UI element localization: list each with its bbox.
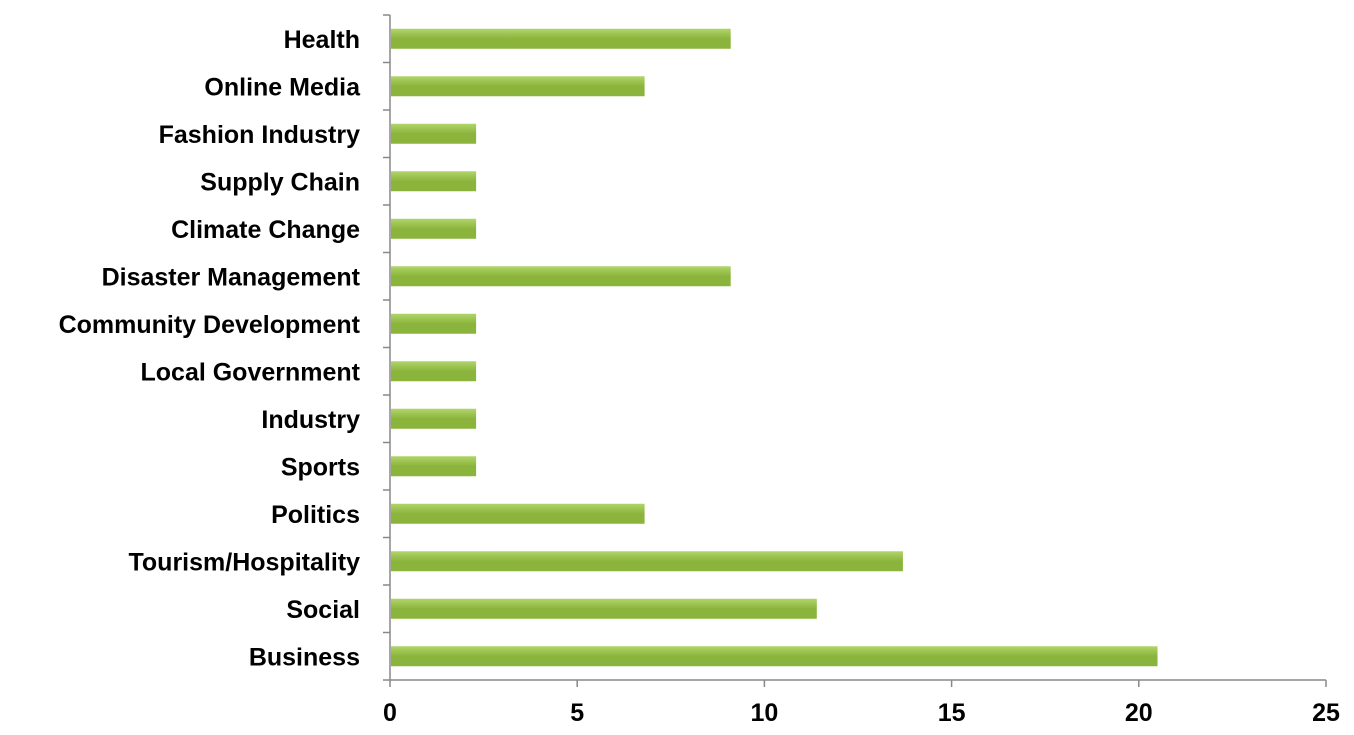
category-label: Disaster Management [102,263,361,291]
category-labels: Health Online Media Fashion Industry Supply… [59,26,362,672]
bars-group [391,28,1158,667]
bar [391,551,903,572]
x-tick-label: 0 [383,699,397,727]
category-label: Supply Chain [200,168,360,196]
bar [391,408,477,429]
bar [391,503,645,524]
category-label: Climate Change [171,216,360,244]
bar [391,171,477,192]
bar [391,266,731,287]
bar [391,28,731,49]
tick-labels: 0 5 10 15 20 25 [383,699,1340,727]
bar [391,123,477,144]
x-tick-label: 25 [1312,699,1340,727]
bar [391,361,477,382]
category-label: Industry [261,406,360,434]
x-tick-label: 20 [1125,699,1153,727]
bar [391,218,477,239]
bar [391,313,477,334]
bar [391,646,1158,667]
x-tick-label: 10 [750,699,778,727]
category-label: Fashion Industry [159,121,361,149]
category-label: Politics [271,501,360,529]
bar [391,456,477,477]
category-label: Local Government [141,358,361,386]
category-label: Community Development [59,311,361,339]
category-label: Online Media [204,73,361,101]
bar [391,598,817,619]
category-label: Business [249,643,360,671]
x-tick-label: 15 [938,699,966,727]
category-label: Sports [281,453,360,481]
category-label: Tourism/Hospitality [128,548,360,576]
category-label: Health [284,26,360,54]
axes-group [383,14,1327,687]
category-label: Social [286,596,360,624]
x-tick-label: 5 [570,699,584,727]
bar [391,76,645,97]
